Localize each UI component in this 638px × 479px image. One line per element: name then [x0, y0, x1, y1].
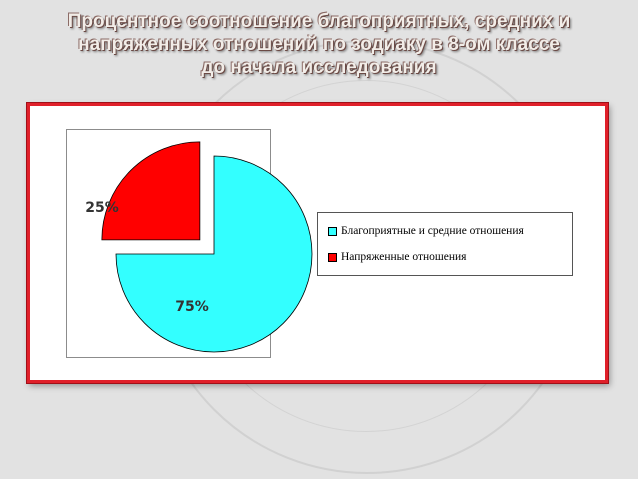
slide-title: Процентное соотношение благоприятных, ср…	[0, 10, 638, 79]
legend-item-0: Благоприятные и средние отношения	[328, 225, 524, 237]
legend-swatch-1	[328, 252, 337, 262]
legend-label-0: Благоприятные и средние отношения	[341, 225, 524, 237]
chart-frame: 75% 25% Благоприятные и средние отношения…	[27, 103, 608, 383]
title-line-2: напряженных отношений по зодиаку в 8-ом …	[78, 34, 560, 55]
legend-swatch-0	[328, 226, 337, 236]
legend-item-1: Напряженные отношения	[328, 251, 466, 263]
legend: Благоприятные и средние отношения Напряж…	[317, 212, 573, 276]
title-line-3: до начала исследования	[201, 57, 437, 78]
pie-slice-1	[101, 141, 201, 241]
pie-slice-0	[115, 155, 313, 353]
data-label-0: 75%	[175, 299, 209, 315]
pie-chart: 75% 25%	[85, 141, 313, 353]
data-label-1: 25%	[85, 200, 119, 216]
title-line-1: Процентное соотношение благоприятных, ср…	[67, 11, 571, 32]
legend-label-1: Напряженные отношения	[341, 251, 467, 263]
